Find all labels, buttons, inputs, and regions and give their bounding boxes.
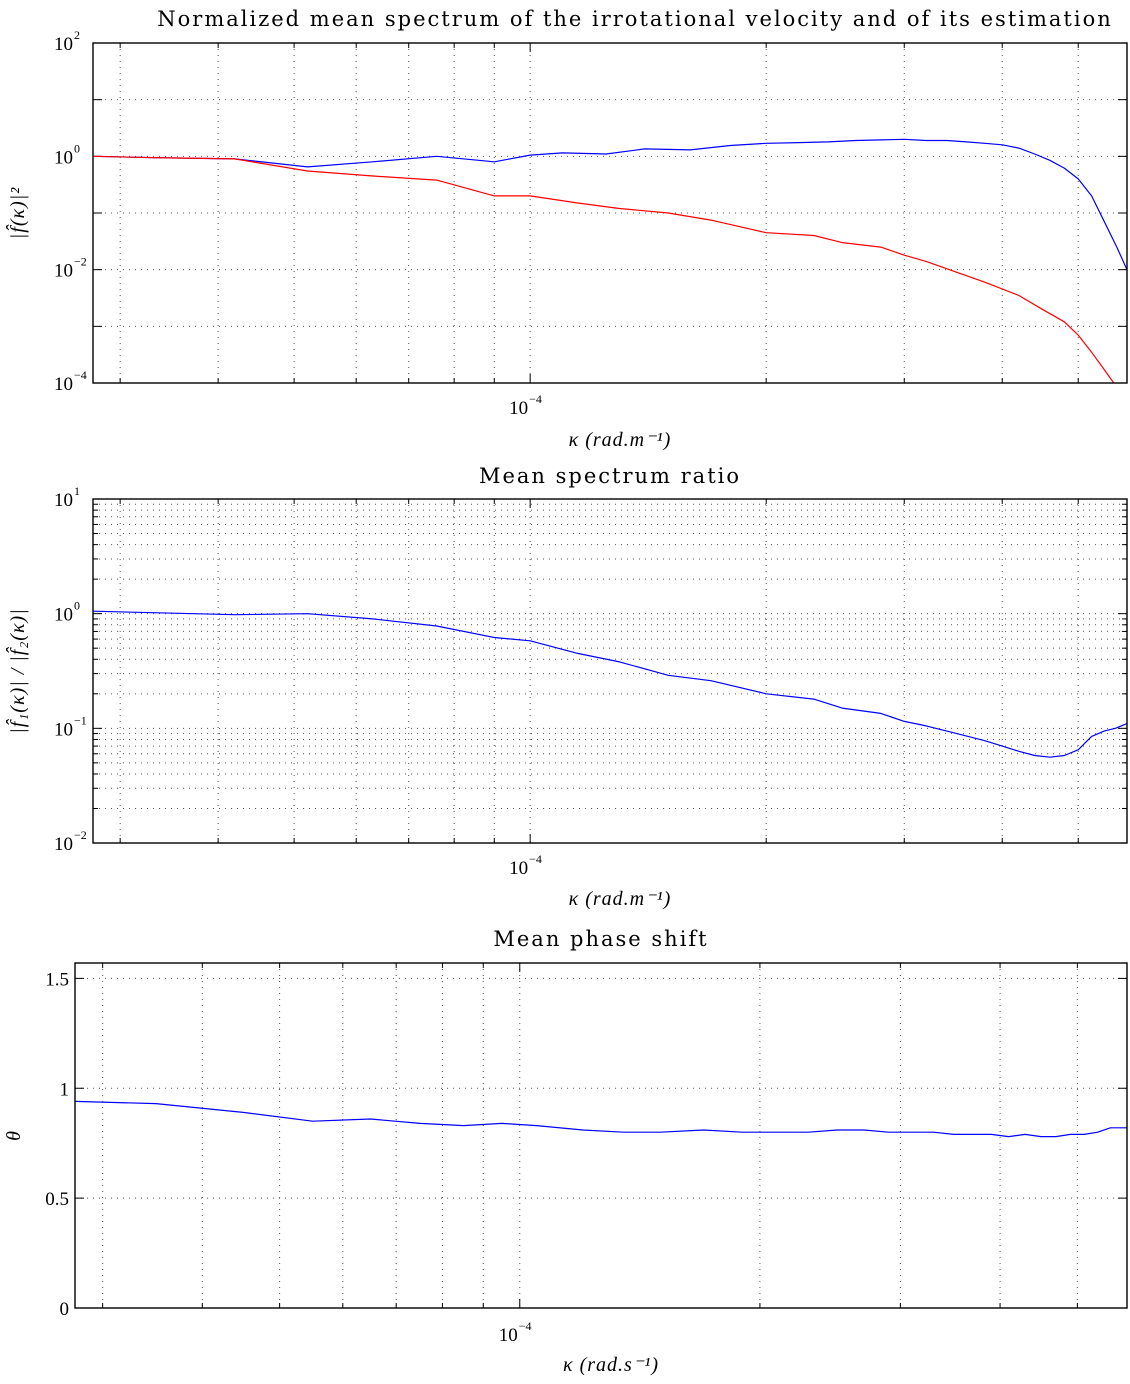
- y-tick-label: 10 −4: [54, 368, 87, 395]
- y-tick-base: 10: [54, 834, 73, 855]
- y-tick-label: 10 2: [54, 28, 80, 55]
- series-line-0: [92, 610, 1128, 758]
- spectrum-panel: Normalized mean spectrum of the irrotati…: [5, 7, 1128, 451]
- y-tick-base: 10: [54, 719, 73, 740]
- y-axis-label: |f̂(κ)|²: [5, 187, 29, 239]
- y-tick-label: 10 −2: [54, 255, 87, 282]
- x-tick-exponent: −4: [519, 1319, 532, 1333]
- y-tick-label: 10 1: [54, 484, 80, 511]
- y-tick-value: 1: [60, 1079, 70, 1100]
- axes-frame: [74, 962, 1128, 1309]
- x-tick-exponent: −4: [529, 392, 542, 406]
- x-axis-label: κ (rad.m⁻¹): [569, 429, 672, 451]
- y-tick-exponent: 1: [74, 484, 80, 498]
- y-tick-label: 10 0: [54, 599, 80, 626]
- y-tick-exponent: 2: [74, 28, 80, 42]
- y-tick-label: 1: [60, 1079, 70, 1100]
- chart-title: Normalized mean spectrum of the irrotati…: [157, 7, 1112, 31]
- x-axis-label: κ (rad.s⁻¹): [563, 1354, 659, 1376]
- x-axis-label: κ (rad.m⁻¹): [569, 888, 672, 910]
- y-tick-label: 0.5: [45, 1189, 69, 1210]
- y-tick-exponent: −1: [74, 713, 87, 727]
- y-axis-label: θ: [3, 1130, 25, 1141]
- y-tick-exponent: −4: [74, 368, 87, 382]
- chart-title: Mean spectrum ratio: [479, 464, 741, 488]
- y-tick-label: 10 −1: [54, 713, 87, 740]
- y-tick-label: 1.5: [45, 969, 69, 990]
- axes-frame: [92, 42, 1128, 384]
- y-tick-label: 0: [60, 1299, 70, 1320]
- y-tick-base: 10: [54, 261, 73, 282]
- plot-area: [75, 963, 1127, 1308]
- y-tick-value: 0.5: [45, 1189, 69, 1210]
- y-tick-base: 10: [54, 34, 73, 55]
- phase-shift-panel: Mean phase shift 10 −4 0 0.5 1 1.5 κ (rad.s⁻¹) θ: [3, 927, 1128, 1376]
- series-line-0: [74, 1100, 1127, 1138]
- y-tick-base: 10: [54, 147, 73, 168]
- y-tick-exponent: −2: [74, 828, 87, 842]
- x-tick-label: 10 −4: [499, 1319, 532, 1346]
- x-tick-base: 10: [509, 398, 528, 419]
- series-line-0: [92, 138, 1128, 270]
- y-tick-base: 10: [54, 374, 73, 395]
- y-tick-exponent: −2: [74, 255, 87, 269]
- chart-title: Mean phase shift: [493, 927, 708, 951]
- plot-area: [93, 499, 1127, 843]
- y-tick-label: 10 −2: [54, 828, 87, 855]
- x-tick-base: 10: [499, 1325, 518, 1346]
- x-tick-exponent: −4: [529, 852, 542, 866]
- y-tick-value: 0: [60, 1299, 70, 1320]
- y-tick-exponent: 0: [74, 141, 80, 155]
- x-tick-label: 10 −4: [509, 852, 542, 879]
- y-tick-exponent: 0: [74, 599, 80, 613]
- y-tick-label: 10 0: [54, 141, 80, 168]
- axes-frame: [92, 498, 1128, 844]
- series-line-1: [92, 155, 1115, 384]
- x-tick-base: 10: [509, 858, 528, 879]
- y-tick-base: 10: [54, 490, 73, 511]
- x-tick-label: 10 −4: [509, 392, 542, 419]
- y-tick-value: 1.5: [45, 969, 69, 990]
- y-axis-label: |f̂₁(κ)| / |f̂₂(κ)|: [5, 608, 29, 733]
- y-tick-base: 10: [54, 605, 73, 626]
